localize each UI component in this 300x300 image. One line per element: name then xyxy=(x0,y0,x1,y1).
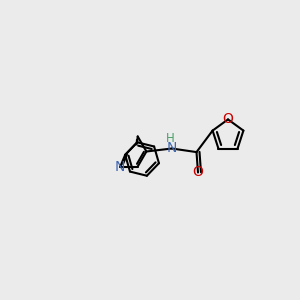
Text: O: O xyxy=(193,166,203,179)
Text: N: N xyxy=(115,160,125,174)
Text: O: O xyxy=(223,112,233,126)
Text: H: H xyxy=(166,132,175,146)
Text: N: N xyxy=(167,142,177,155)
